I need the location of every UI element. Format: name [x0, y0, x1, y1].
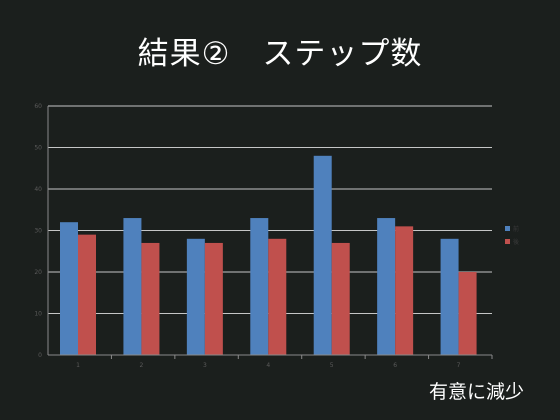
bar-series-2 — [141, 242, 160, 355]
bar-series-2 — [395, 226, 414, 355]
legend-label: 前 — [513, 225, 519, 233]
x-tick-label: 4 — [266, 362, 270, 369]
y-tick-label: 20 — [34, 269, 42, 276]
y-tick-label: 30 — [34, 228, 42, 235]
legend-swatch — [505, 239, 510, 244]
bar-series-1 — [123, 218, 142, 355]
x-tick-label: 5 — [330, 362, 334, 369]
y-tick-label: 60 — [34, 103, 42, 110]
slide-title: 結果② ステップ数 — [137, 36, 423, 72]
chart-legend: 前後 — [505, 225, 519, 246]
x-tick-label: 1 — [76, 362, 80, 369]
bar-series-1 — [313, 155, 332, 355]
legend-swatch — [505, 226, 510, 231]
bar-series-2 — [204, 242, 223, 355]
chart-axes: 0 10 20 30 40 50 60 1 2 3 4 5 6 7 — [34, 103, 493, 369]
y-tick-label: 40 — [34, 186, 42, 193]
legend-label: 後 — [513, 238, 519, 246]
y-tick-label: 10 — [34, 311, 42, 318]
bar-series-2 — [268, 238, 287, 355]
bar-series-1 — [377, 218, 396, 355]
bar-series-2 — [78, 234, 96, 355]
y-tick-label: 0 — [38, 352, 42, 359]
x-tick-label: 3 — [203, 362, 207, 369]
x-tick-label: 6 — [393, 362, 397, 369]
x-tick-label: 7 — [457, 362, 461, 369]
bar-series-1 — [186, 238, 205, 355]
bar-series-2 — [331, 242, 350, 355]
bar-series-1 — [60, 222, 78, 355]
bar-series-2 — [458, 272, 477, 355]
x-tick-label: 2 — [140, 362, 144, 369]
chart-bars — [60, 155, 477, 355]
y-tick-label: 50 — [34, 145, 42, 152]
footer-note: 有意に減少 — [428, 381, 524, 403]
bar-series-1 — [440, 238, 459, 355]
bar-series-1 — [250, 218, 269, 355]
